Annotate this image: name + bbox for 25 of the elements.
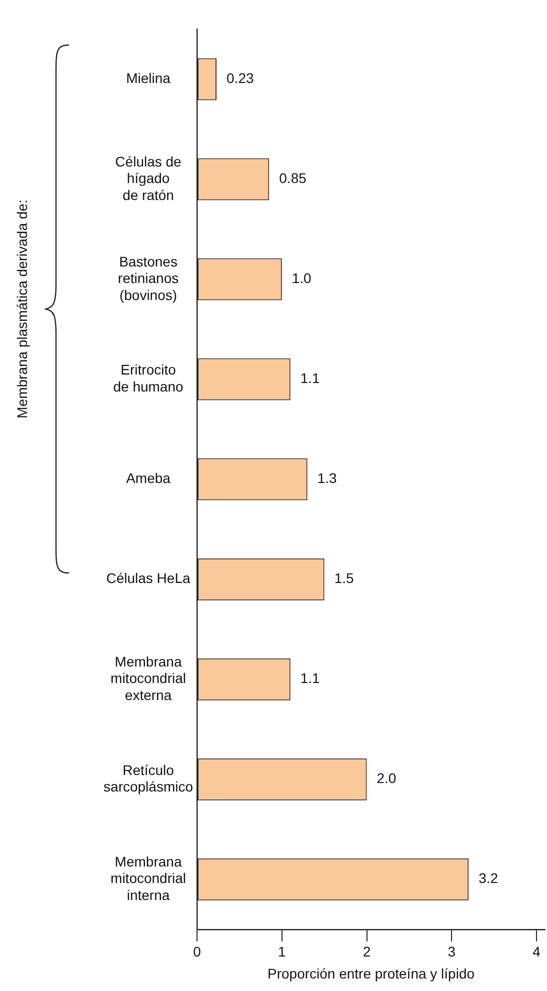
x-tick-label: 4 [532, 944, 541, 960]
y-tick-label: Membrana mitocondrial externa [110, 653, 186, 704]
y-tick-label: Células de hígado de ratón [115, 153, 182, 203]
y-tick-label: Células HeLa [106, 570, 190, 586]
y-tick-label: Mielina [126, 70, 171, 86]
x-axis-title: Proporción entre proteína y lípido [267, 965, 475, 982]
data-label: 1.5 [334, 570, 354, 586]
data-label: 0.85 [279, 170, 307, 186]
text: Membrana plasmática derivada de: [14, 200, 30, 418]
y-tick-label: Eritrocito de humano [113, 362, 184, 395]
data-label: 1.1 [300, 370, 320, 386]
x-tick-label: 1 [278, 944, 286, 960]
data-label: 1.0 [292, 270, 312, 286]
x-tick-label: 0 [193, 944, 202, 960]
data-label: 3.2 [478, 870, 498, 886]
y-tick-label: Membrana mitocondrial interna [110, 853, 186, 904]
y-tick-label: Retículo sarcoplásmico [104, 762, 194, 795]
y-tick-label: Ameba [126, 470, 171, 486]
data-label: 2.0 [376, 770, 396, 786]
data-label: 1.1 [300, 670, 320, 686]
data-label: 1.3 [317, 470, 338, 486]
x-tick-label: 3 [448, 944, 456, 960]
x-tick-label: 2 [362, 944, 371, 960]
data-label: 0.23 [226, 70, 254, 86]
y-tick-label: Bastones retinianos (bovinos) [118, 253, 179, 303]
